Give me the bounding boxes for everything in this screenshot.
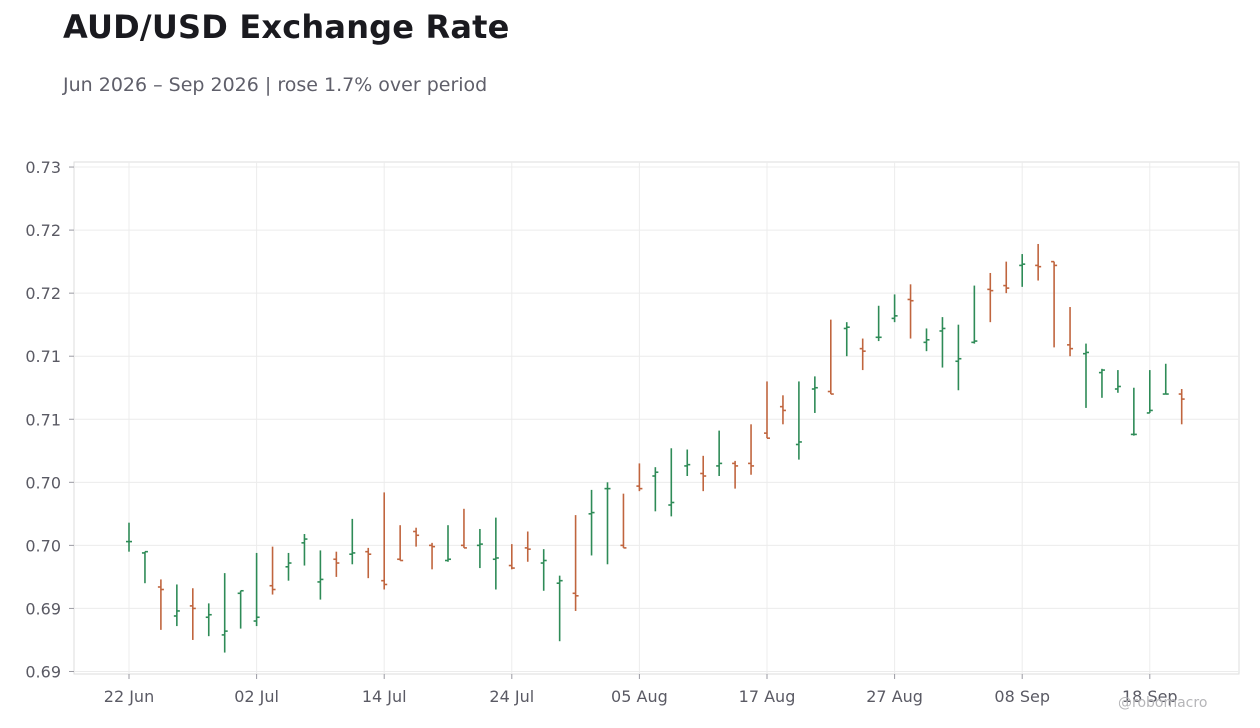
ohlc-bar: [572, 515, 579, 611]
ohlc-bar: [875, 305, 882, 342]
x-tick-label: 24 Jul: [489, 687, 534, 706]
ohlc-bar: [827, 319, 834, 395]
ohlc-bar: [556, 575, 563, 642]
ohlc-bar: [1098, 368, 1105, 398]
ohlc-bar: [1146, 370, 1153, 414]
ohlc-bar: [141, 550, 148, 584]
ohlc-bar: [588, 489, 595, 556]
ohlc-bar: [700, 455, 707, 492]
ohlc-bar: [429, 542, 436, 570]
ohlc-bar: [764, 381, 770, 439]
chart-subtitle: Jun 2026 – Sep 2026 | rose 1.7% over per…: [63, 74, 488, 96]
ohlc-bar: [540, 549, 547, 591]
ohlc-bar: [779, 395, 786, 425]
ohlc-bar: [365, 547, 372, 579]
ohlc-bar: [748, 424, 755, 475]
ohlc-bar: [1051, 260, 1058, 348]
ohlc-bar: [237, 589, 244, 629]
y-tick-label: 0.71: [25, 347, 61, 366]
ohlc-bar: [668, 448, 675, 517]
ohlc-bar: [1019, 254, 1026, 287]
ohlc-bar: [716, 430, 723, 477]
ohlc-bar: [811, 376, 818, 413]
ohlc-bar: [923, 328, 930, 352]
y-tick-label: 0.72: [25, 221, 61, 240]
ohlc-bar: [189, 588, 196, 640]
ohlc-bar: [636, 463, 643, 492]
ohlc-bar: [397, 525, 404, 562]
x-tick-label: 18 Sep: [1122, 687, 1178, 706]
ohlc-bar: [221, 573, 228, 653]
ohlc-bar: [285, 552, 292, 581]
ohlc-bar: [269, 546, 276, 595]
ohlc-bar: [157, 579, 164, 630]
ohlc-bar: [1067, 307, 1074, 357]
ohlc-bar: [620, 493, 627, 549]
x-tick-label: 27 Aug: [866, 687, 923, 706]
ohlc-bar: [1035, 243, 1042, 281]
ohlc-bar: [413, 527, 420, 547]
ohlc-bar: [843, 322, 850, 357]
ohlc-bar: [349, 518, 356, 565]
grid-lines: [74, 162, 1239, 674]
ohlc-bar: [173, 584, 180, 627]
ohlc-bar: [508, 544, 515, 570]
y-tick-label: 0.72: [25, 284, 61, 303]
ohlc-bar: [652, 467, 659, 512]
ohlc-bar: [1130, 387, 1137, 436]
x-tick-label: 05 Aug: [611, 687, 668, 706]
ohlc-bar: [859, 338, 866, 371]
x-axis: 22 Jun 02 Jul 14 Jul 24 Jul 05 Aug 17 Aug 27 A…: [104, 674, 1178, 706]
ohlc-bar: [476, 528, 483, 569]
y-axis: 0.69 0.69 0.70 0.70 0.71 0.71 0.72 0.72 0.73: [25, 158, 74, 681]
ohlc-bar: [604, 482, 611, 565]
ohlc-bar: [317, 550, 324, 600]
ohlc-bar: [1114, 370, 1121, 393]
ohlc-bar: [445, 525, 451, 562]
x-tick-label: 22 Jun: [104, 687, 154, 706]
y-tick-label: 0.69: [25, 662, 61, 681]
ohlc-bar: [939, 317, 946, 368]
ohlc-bar: [987, 272, 994, 323]
x-tick-label: 02 Jul: [234, 687, 279, 706]
chart-title: AUD/USD Exchange Rate: [63, 8, 510, 46]
ohlc-bar: [795, 381, 802, 460]
y-tick-label: 0.70: [25, 536, 61, 555]
y-tick-label: 0.69: [25, 599, 61, 618]
ohlc-bars: [126, 243, 1185, 653]
ohlc-bar: [1162, 363, 1169, 395]
ohlc-bar: [205, 603, 212, 637]
ohlc-bar: [460, 508, 467, 549]
y-tick-label: 0.71: [25, 410, 61, 429]
ohlc-bar: [1178, 388, 1185, 425]
ohlc-bar: [492, 517, 499, 590]
ohlc-bar: [971, 285, 978, 344]
ohlc-bar: [301, 534, 308, 566]
ohlc-bar: [524, 531, 531, 562]
ohlc-bar: [955, 324, 962, 391]
x-tick-label: 17 Aug: [739, 687, 796, 706]
ohlc-bar: [1003, 261, 1010, 294]
ohlc-bar: [1083, 343, 1089, 408]
y-tick-label: 0.73: [25, 158, 61, 177]
ohlc-bar: [891, 294, 898, 323]
plot-frame: [73, 161, 1240, 675]
x-tick-label: 14 Jul: [362, 687, 407, 706]
ohlc-bar: [732, 460, 739, 489]
y-tick-label: 0.70: [25, 473, 61, 492]
ohlc-bar: [126, 522, 132, 552]
x-tick-label: 08 Sep: [994, 687, 1050, 706]
ohlc-bar: [684, 449, 691, 477]
watermark: @robomacro: [1118, 695, 1208, 711]
ohlc-bar: [333, 551, 340, 577]
ohlc-bar: [381, 492, 388, 590]
ohlc-bar: [253, 552, 260, 627]
ohlc-bar: [907, 284, 914, 339]
